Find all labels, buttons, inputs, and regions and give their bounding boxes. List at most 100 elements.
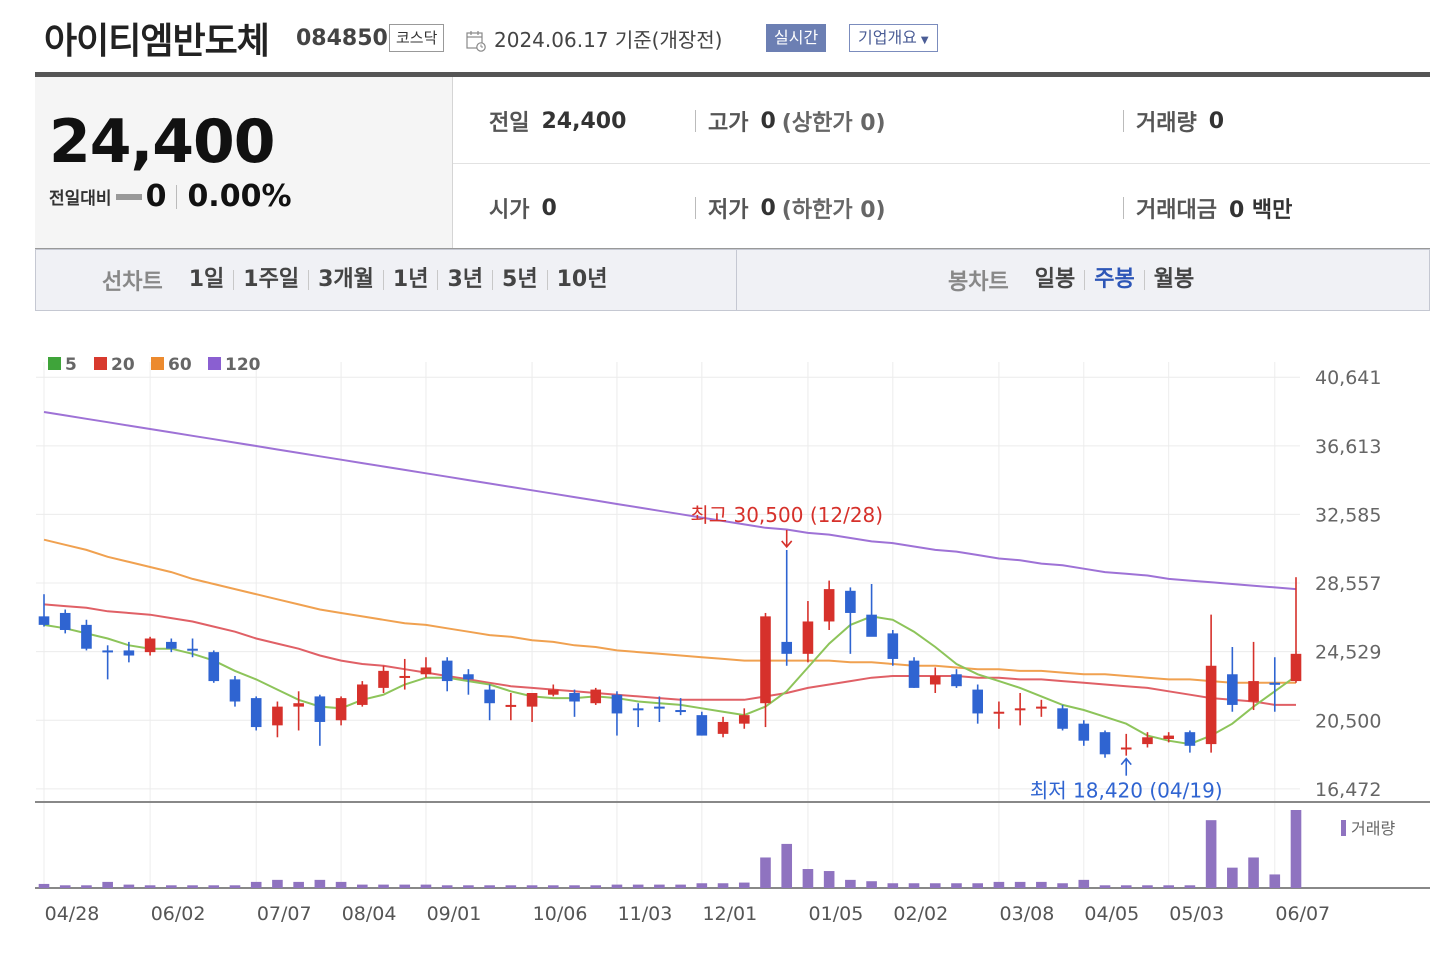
volume-bar [420, 884, 432, 888]
stat-label: 거래량 [1136, 111, 1197, 136]
candle-body [632, 708, 644, 711]
period-3y[interactable]: 3년 [437, 269, 492, 291]
volume-bar [845, 879, 856, 888]
period-5y[interactable]: 5년 [492, 269, 547, 291]
candle-body [123, 650, 135, 656]
low-arrow-head [1120, 757, 1132, 766]
legend-swatch [48, 357, 61, 370]
candle-body [1205, 665, 1217, 745]
volume-bar [972, 883, 983, 888]
candle-body [484, 689, 495, 704]
divider [1123, 110, 1124, 132]
current-price: 24,400 [49, 107, 276, 177]
candle-body [802, 621, 814, 654]
volume-bar [484, 885, 495, 888]
divider [1123, 197, 1124, 219]
line-chart-label: 선차트 [102, 270, 163, 295]
stat-value: 0 [760, 195, 776, 221]
ma60-line [43, 538, 1296, 684]
low-annotation: 최저 18,420 (04/19) [1030, 779, 1223, 803]
candle-body [102, 650, 113, 653]
candle-body [1290, 653, 1302, 682]
candle-body [187, 648, 198, 651]
candle-body [166, 641, 177, 649]
candle-body [717, 721, 729, 734]
stat-label: 고가 [708, 111, 749, 136]
volume-bar [357, 884, 368, 888]
candle-body [59, 612, 71, 630]
realtime-button[interactable]: 실시간 [766, 24, 827, 52]
candle-body [441, 660, 453, 682]
stat-prev-close: 전일 24,400 [489, 105, 626, 137]
volume-bar [38, 883, 50, 888]
volume-bar [441, 885, 453, 888]
x-tick-label: 10/06 [533, 903, 588, 925]
candle-body [1014, 708, 1026, 711]
ma20-line [43, 603, 1296, 706]
stat-value: 0 [1208, 108, 1225, 134]
volume-bar [951, 883, 962, 888]
calendar-icon [466, 31, 486, 52]
candle-body [293, 703, 304, 707]
stat-amount: 거래대금 0 백만 [1123, 192, 1292, 224]
candle-body [654, 706, 665, 709]
volume-bar [866, 881, 877, 888]
candle-body [781, 641, 793, 654]
volume-bar [675, 884, 686, 888]
volume-bar [569, 885, 580, 888]
candle-body [144, 638, 156, 653]
change-percent: 0.00% [187, 179, 292, 214]
x-tick-label: 03/08 [1000, 903, 1055, 925]
volume-bar [547, 885, 559, 888]
period-1y[interactable]: 1년 [382, 269, 438, 291]
candle-weekly[interactable]: 주봉 [1084, 269, 1143, 291]
stock-header: 아이티엠반도체 084850 코스닥 2024.06.17 기준(개장전) 실시… [0, 0, 1430, 72]
stat-label: 전일 [489, 111, 530, 136]
x-tick-label: 05/03 [1169, 903, 1224, 925]
candle-body [335, 698, 347, 721]
candle-body [929, 675, 941, 685]
market-badge: 코스닥 [389, 24, 445, 52]
stat-high: 고가 0 (상한가 0) [695, 105, 886, 137]
candle-chart-periods: 봉차트 일봉 주봉 월봉 [948, 250, 1203, 310]
legend-label: 60 [168, 355, 192, 375]
candle-body [357, 684, 368, 705]
volume-bar [1036, 881, 1047, 888]
volume-bar [144, 885, 156, 888]
ma5-line [43, 615, 1297, 746]
candle-daily[interactable]: 일봉 [1034, 267, 1076, 292]
candle-body [1120, 747, 1132, 750]
volume-bar [887, 883, 899, 888]
candle-body [675, 710, 686, 713]
company-info-button[interactable]: 기업개요 ▼ [849, 24, 938, 52]
legend-label: 20 [111, 355, 135, 375]
candle-monthly[interactable]: 월봉 [1143, 269, 1203, 291]
x-tick-label: 09/01 [427, 903, 482, 925]
period-3m[interactable]: 3개월 [308, 269, 383, 291]
candle-body [696, 715, 708, 736]
stat-low: 저가 0 (하한가 0) [695, 192, 886, 224]
volume-bar [1290, 810, 1302, 888]
stat-limit: (하한가 0) [781, 198, 886, 223]
candle-body [505, 704, 517, 707]
ma120-line [43, 411, 1297, 591]
x-tick-label: 06/07 [1275, 903, 1330, 925]
legend-swatch [94, 357, 107, 370]
volume-bar [1120, 885, 1132, 888]
unchanged-icon [115, 193, 142, 200]
candle-body [547, 689, 559, 695]
volume-bar [272, 879, 283, 888]
candle-body [951, 674, 962, 687]
volume-bar [1057, 883, 1068, 888]
y-tick-label: 20,500 [1315, 710, 1381, 732]
period-1d[interactable]: 1일 [188, 267, 225, 292]
period-1w[interactable]: 1주일 [233, 269, 308, 291]
period-10y[interactable]: 10년 [546, 269, 617, 291]
legend-label: 5 [65, 355, 77, 375]
candle-body [420, 667, 432, 675]
stat-value: 0 [760, 108, 776, 134]
volume-bar [717, 883, 729, 888]
volume-bar [696, 883, 708, 888]
caret-down-icon: ▼ [920, 35, 929, 46]
candle-body [887, 633, 899, 659]
